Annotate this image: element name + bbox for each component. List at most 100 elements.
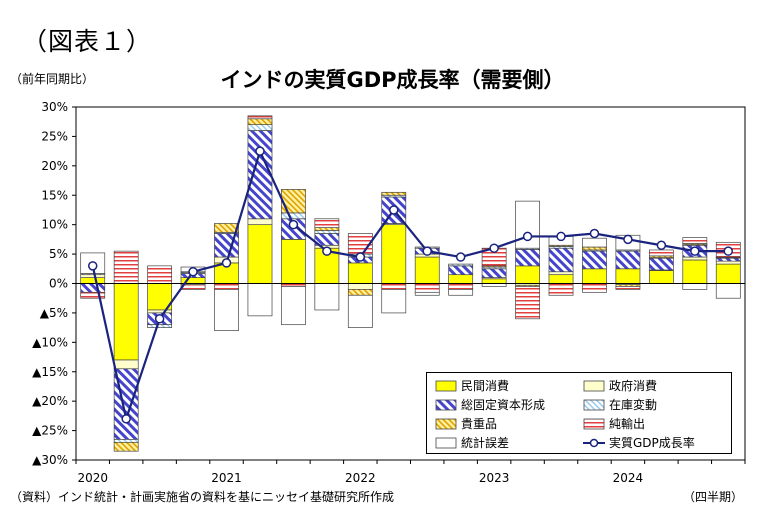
bar-discrepancy <box>715 283 741 299</box>
legend-label: 総固定資本形成 <box>461 398 546 412</box>
x-year-label: 2022 <box>345 471 376 485</box>
legend-swatch-consumption <box>435 380 457 391</box>
bar-gfcf <box>615 250 641 270</box>
legend-label: 純輸出 <box>609 417 646 431</box>
legend-item-government: 政府消費 <box>583 377 657 394</box>
gdp-point <box>87 261 98 271</box>
bar-consumption <box>414 256 440 284</box>
legend-label: 政府消費 <box>609 379 658 393</box>
bar-government <box>113 359 139 370</box>
bar-gfcf <box>448 265 474 276</box>
bar-net_exports <box>648 249 674 257</box>
chart-legend: 民間消費 政府消費 総固定資本形成 在庫変動 貴重品 純輸出 統計誤差 実質GDP成長率 <box>426 372 732 454</box>
bar-net_exports <box>682 237 708 244</box>
chart-title: インドの実質GDP成長率（需要側） <box>220 68 565 92</box>
gdp-point <box>322 246 332 256</box>
bar-valuables <box>113 442 139 452</box>
gdp-point <box>623 234 633 245</box>
legend-label: 統計誤差 <box>461 436 510 450</box>
legend-item-gfcf: 総固定資本形成 <box>435 396 545 413</box>
bar-net_exports <box>381 283 407 290</box>
legend-item-discrepancy: 統計誤差 <box>435 434 509 451</box>
bar-net_exports <box>515 286 540 320</box>
bar-inventory <box>147 324 173 328</box>
bar-discrepancy <box>682 283 708 290</box>
y-tick-label: 0% <box>49 277 68 291</box>
legend-item-inventory: 在庫変動 <box>583 396 657 413</box>
bar-consumption <box>615 268 641 284</box>
legend-box <box>435 437 457 448</box>
bar-consumption <box>281 239 306 284</box>
gdp-point <box>188 266 198 277</box>
legend-swatch-inventory <box>583 399 605 410</box>
source-note: （資料）インド統計・計画実施省の資料を基にニッセイ基礎研究所作成 <box>10 490 395 504</box>
legend-swatch-net_exports <box>583 418 605 429</box>
legend-label: 実質GDP成長率 <box>609 436 695 450</box>
gdp-point <box>489 243 499 253</box>
plot-area: 30% 25% 20% 15% 10% 5% 0% ▲5% ▲10% ▲15% ▲20% ▲25% ▲3… <box>32 100 746 485</box>
bar-consumption <box>80 277 106 284</box>
bar-discrepancy <box>247 283 273 317</box>
bar-gfcf <box>481 268 507 278</box>
legend-box <box>435 418 457 429</box>
bar-net_exports <box>414 283 440 293</box>
bar-gfcf <box>515 249 540 267</box>
bar-government <box>548 271 574 276</box>
gdp-point <box>422 246 432 256</box>
bar-net_exports <box>615 286 641 290</box>
legend-item-gdp: 実質GDP成長率 <box>583 434 695 451</box>
gdp-point <box>690 246 700 256</box>
gdp-point <box>723 246 734 256</box>
y-tick-label: 10% <box>41 218 68 232</box>
legend-label: 民間消費 <box>461 379 510 393</box>
bar-consumption <box>247 224 273 284</box>
legend-swatch-gfcf <box>435 399 457 410</box>
x-year-label: 2024 <box>613 471 644 485</box>
y-tick-label: 30% <box>41 100 68 114</box>
bar-discrepancy <box>214 289 239 331</box>
bar-net_exports <box>113 250 139 284</box>
legend-marker <box>589 438 599 447</box>
legend-swatch-gdp <box>583 438 605 447</box>
bar-inventory <box>113 439 139 443</box>
y-tick-label: ▲30% <box>32 453 68 467</box>
bar-discrepancy <box>582 237 607 248</box>
gdp-point <box>556 231 566 242</box>
y-tick-label: 15% <box>41 188 68 202</box>
gdp-point <box>154 314 165 324</box>
bar-government <box>682 256 708 261</box>
y-tick-label: 20% <box>41 159 68 173</box>
x-unit-label: （四半期） <box>682 490 743 504</box>
bar-consumption <box>481 278 507 284</box>
x-year-label: 2020 <box>77 471 108 485</box>
bar-government <box>147 309 173 314</box>
bar-inventory <box>247 124 273 131</box>
y-tick-label: ▲10% <box>32 335 68 349</box>
bar-valuables <box>381 191 407 196</box>
legend-box <box>583 399 605 410</box>
y-tick-label: ▲25% <box>32 424 68 438</box>
bar-net_exports <box>214 283 239 290</box>
y-tick-label: ▲5% <box>40 306 68 320</box>
gdp-point <box>255 146 265 156</box>
bar-consumption <box>113 283 139 361</box>
bar-valuables <box>314 227 340 231</box>
bar-net_exports <box>448 283 474 290</box>
bar-consumption <box>648 270 674 284</box>
x-year-label: 2023 <box>479 471 510 485</box>
bar-consumption <box>381 224 407 284</box>
bar-valuables <box>214 223 239 233</box>
bar-inventory <box>314 230 340 234</box>
legend-item-net_exports: 純輸出 <box>583 415 645 432</box>
bar-consumption <box>515 265 540 284</box>
legend-swatch-government <box>583 380 605 391</box>
bar-inventory <box>281 212 306 220</box>
bar-net_exports <box>80 291 106 299</box>
bar-valuables <box>347 289 373 296</box>
legend-box <box>583 380 605 391</box>
gdp-growth-line <box>91 147 729 423</box>
gdp-point <box>522 231 533 242</box>
bar-discrepancy <box>414 291 440 296</box>
bar-gfcf <box>548 247 574 273</box>
gdp-point <box>589 228 600 239</box>
